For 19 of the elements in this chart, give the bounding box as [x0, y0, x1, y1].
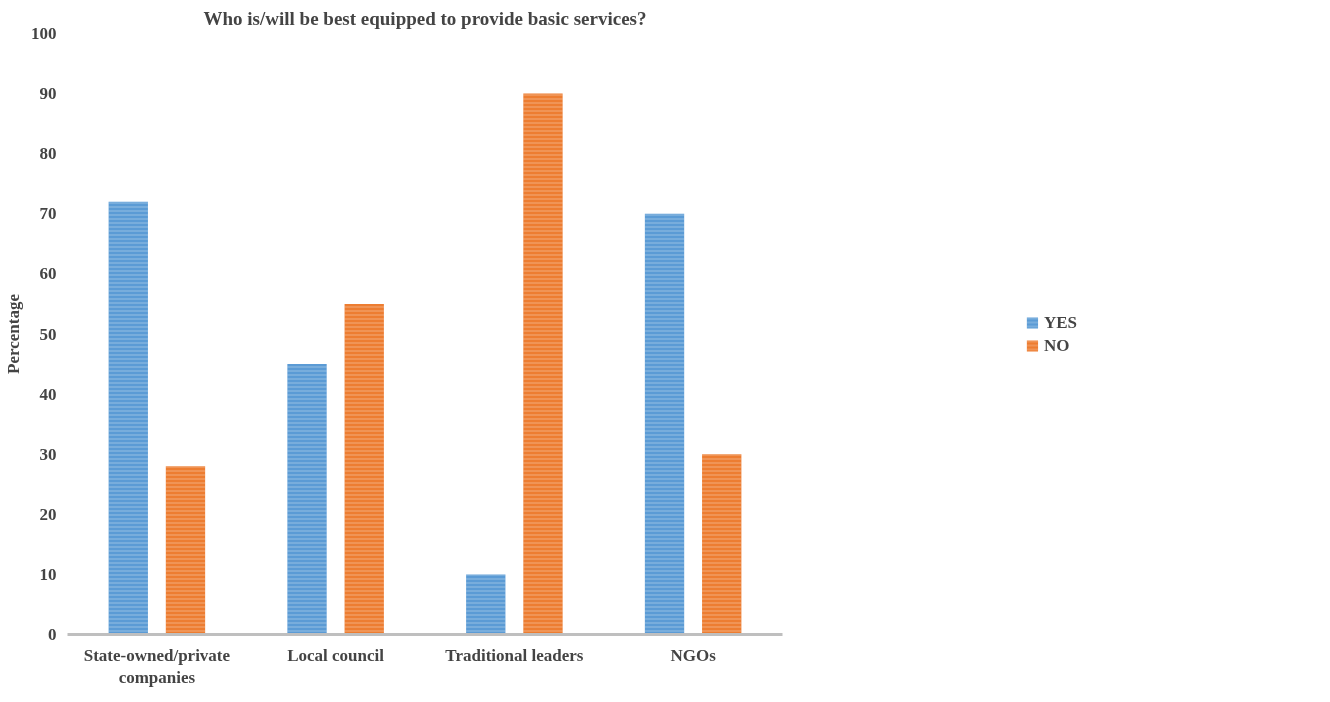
- legend-label: NO: [1043, 335, 1070, 355]
- legend-label: YES: [1043, 312, 1078, 332]
- y-tick-label: 30: [39, 444, 57, 464]
- y-tick-label: 10: [39, 564, 57, 584]
- y-tick-label: 90: [39, 84, 57, 104]
- x-tick-label: Local council: [287, 645, 385, 665]
- x-tick-label: Traditional leaders: [445, 645, 584, 665]
- y-tick-label: 50: [39, 324, 57, 344]
- y-axis-title: Percentage: [4, 293, 23, 374]
- chart-title: Who is/will be best equipped to provide basic services?: [203, 7, 647, 29]
- y-tick-label: 0: [48, 625, 57, 644]
- y-tick-label: 60: [39, 264, 57, 284]
- x-tick-label: NGOs: [670, 645, 717, 665]
- y-tick-label: 70: [39, 204, 57, 224]
- y-tick-label: 100: [31, 24, 57, 43]
- x-tick-label: State-owned/private companies: [83, 645, 231, 688]
- y-tick-label: 20: [39, 504, 57, 524]
- y-tick-label: 80: [39, 144, 57, 164]
- y-tick-label: 40: [39, 384, 57, 404]
